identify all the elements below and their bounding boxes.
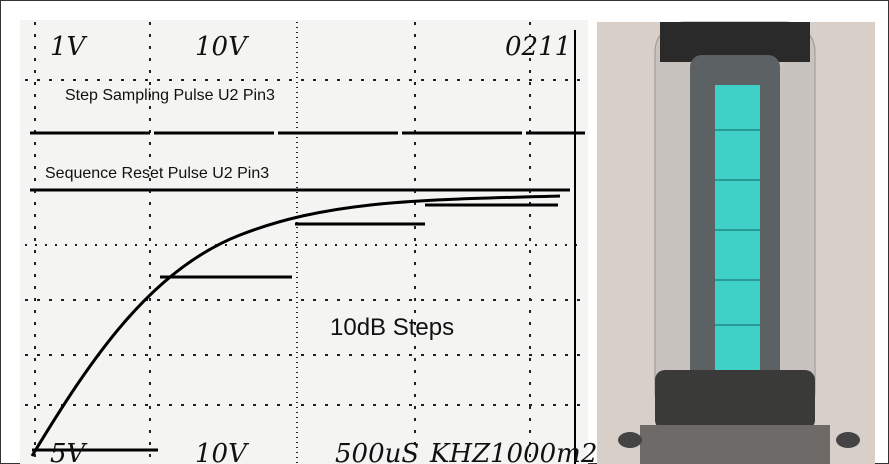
- annotation: 10dB Steps: [330, 314, 454, 341]
- scale-label: 0211: [505, 32, 571, 62]
- tube-photo: [597, 21, 875, 464]
- tube-base: [655, 370, 815, 430]
- scale-label: 500uS: [335, 439, 419, 464]
- scale-label: 10V: [195, 439, 249, 464]
- scale-label: 1V: [50, 32, 88, 62]
- oscilloscope-panel: 1V 10V 0211 Step Sampling Pulse U2 Pin3 …: [20, 20, 597, 464]
- glow-segments: [715, 129, 760, 326]
- trace-label: Sequence Reset Pulse U2 Pin3: [45, 165, 269, 182]
- scale-label: 10V: [195, 32, 249, 62]
- scope-axes: [25, 22, 585, 464]
- pin: [836, 432, 860, 448]
- tube-glow: [715, 85, 760, 370]
- scope-background: [20, 20, 588, 464]
- charge-curve: [30, 194, 561, 457]
- scale-label: KHZ: [429, 439, 491, 464]
- scale-label: 5V: [50, 439, 88, 464]
- scale-label: 1000m2: [490, 439, 597, 464]
- trace-label: Step Sampling Pulse U2 Pin3: [65, 87, 275, 104]
- tube-socket: [640, 425, 830, 464]
- scope-grid: [25, 22, 585, 464]
- traces: [30, 30, 585, 464]
- pin: [618, 432, 642, 448]
